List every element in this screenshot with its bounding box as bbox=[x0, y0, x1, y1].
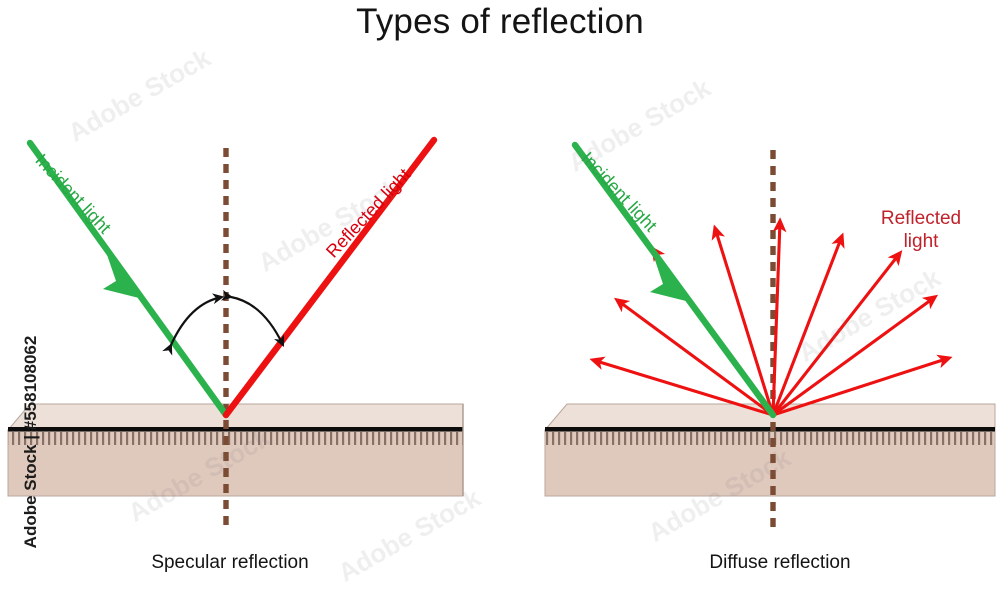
incident-ray-arrowhead-left bbox=[103, 246, 143, 299]
reflected-light-label-right: Reflected light bbox=[858, 207, 984, 253]
diffuse-ray-9 bbox=[772, 354, 953, 417]
slab-surface-line-left bbox=[8, 427, 463, 432]
slab-top-face-left bbox=[6, 403, 464, 431]
caption-specular: Specular reflection bbox=[151, 552, 309, 573]
angle-arc-reflection-left bbox=[220, 289, 284, 347]
diffuse-ray-2 bbox=[614, 297, 774, 417]
panel-specular bbox=[6, 136, 464, 530]
surface-slab-left bbox=[6, 403, 464, 497]
slab-surface-line-right bbox=[545, 427, 995, 432]
diffuse-ray-4 bbox=[711, 224, 775, 416]
panel-diffuse bbox=[543, 141, 996, 530]
diffuse-ray-5 bbox=[771, 217, 787, 416]
incident-ray-left bbox=[26, 139, 230, 419]
diffuse-ray-1 bbox=[589, 356, 774, 417]
diffuse-ray-8 bbox=[772, 294, 939, 417]
caption-diffuse: Diffuse reflection bbox=[709, 552, 851, 573]
slab-hatching-left bbox=[8, 432, 463, 445]
reflected-label-line1: Reflected bbox=[880, 208, 962, 229]
surface-slab-right bbox=[543, 403, 996, 497]
diffuse-ray-7 bbox=[771, 250, 903, 416]
diffuse-ray-6 bbox=[771, 232, 845, 416]
page-title: Types of reflection bbox=[356, 2, 644, 41]
watermark-edge-text: Adobe Stock | #558108062 bbox=[21, 335, 40, 549]
slab-hatching-right bbox=[545, 432, 995, 445]
incident-ray-right bbox=[571, 141, 777, 419]
reflected-label-line2: light bbox=[903, 231, 939, 252]
angle-arc-incidence-left bbox=[162, 293, 225, 356]
reflected-ray-left bbox=[222, 136, 438, 419]
incident-ray-arrowhead-right bbox=[650, 248, 690, 302]
